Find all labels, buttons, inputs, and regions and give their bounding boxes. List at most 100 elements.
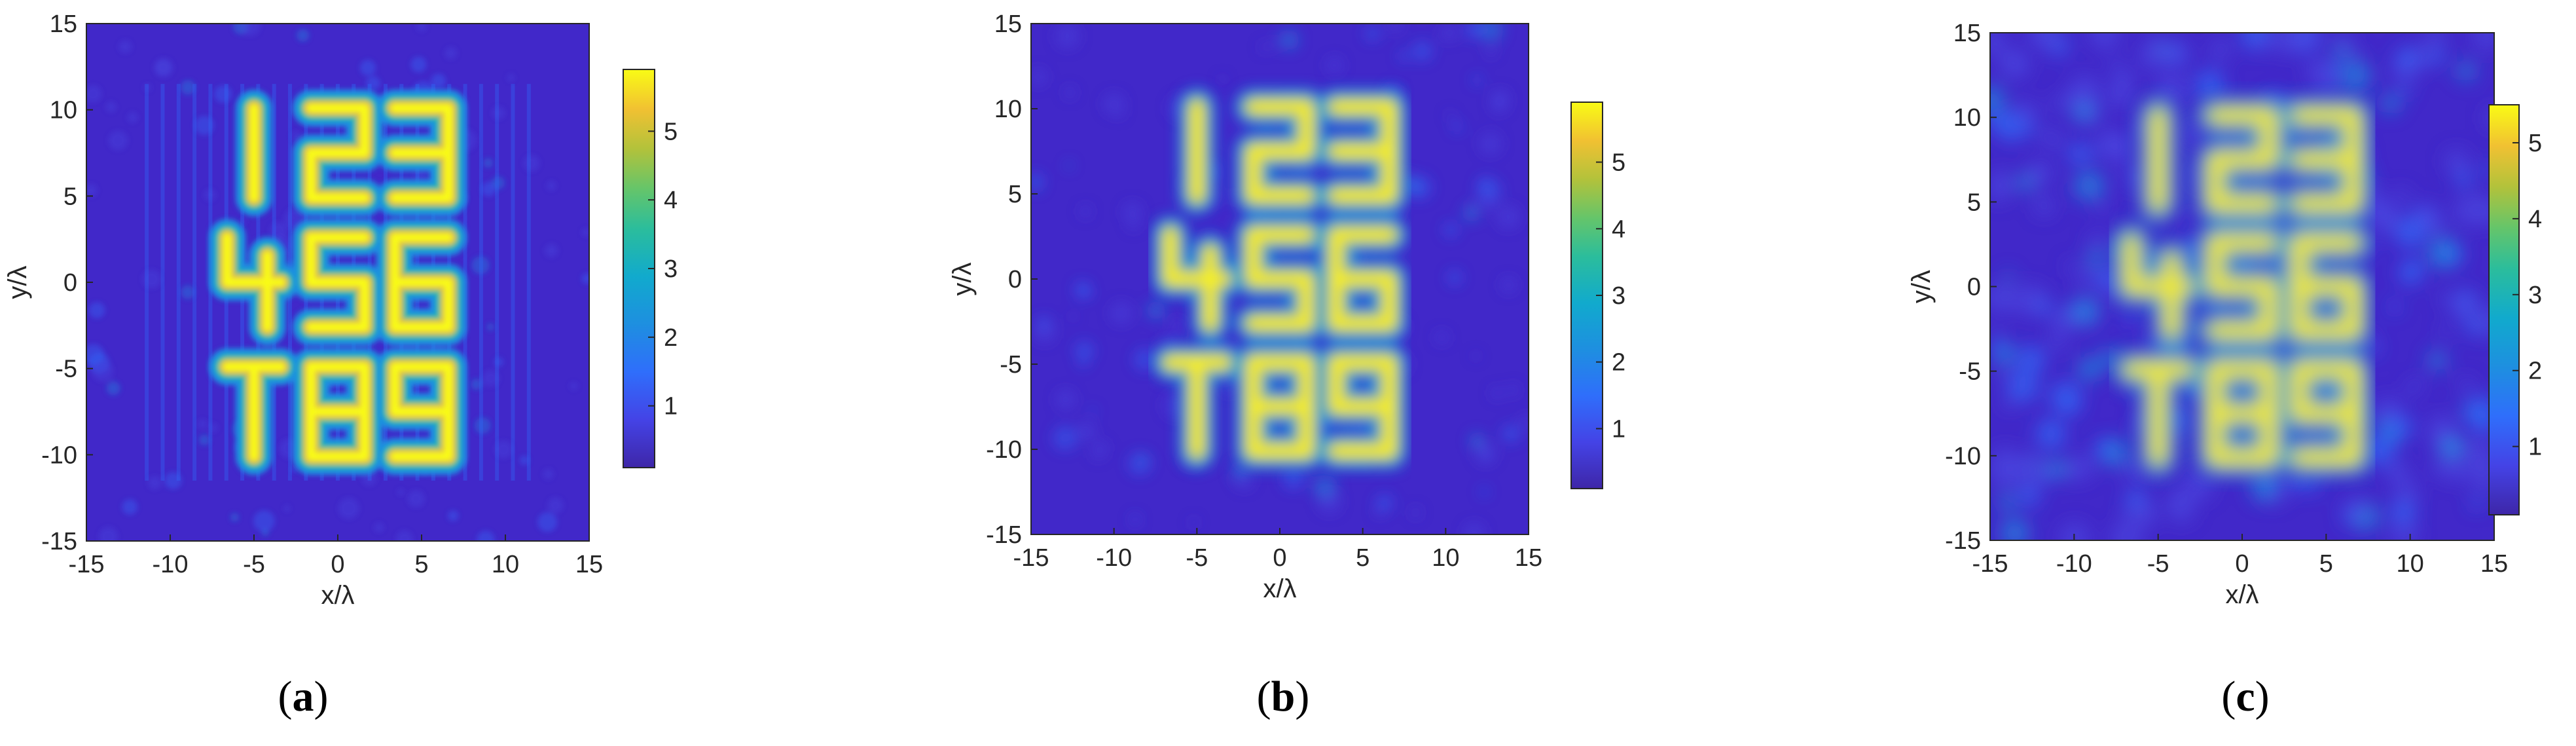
y-tick-label: 15 — [1953, 20, 1981, 47]
digit-4 — [208, 219, 300, 346]
colorbar-tick-label: 1 — [1612, 415, 1625, 443]
colorbar-tick-label: 5 — [664, 118, 678, 145]
x-tick-label: 0 — [331, 551, 344, 578]
y-tick-label: 5 — [63, 183, 77, 210]
digit-4 — [2113, 224, 2204, 349]
y-tick-label: -10 — [41, 441, 77, 469]
x-tick-label: 15 — [575, 551, 603, 578]
colorbar-tick-label: 3 — [1612, 282, 1625, 310]
heatmap-panel-a: -15 -10 -5 0 5 10 15 -15 -10 -5 0 5 10 15 x/λ y/λ 1 2 3 4 5 (… — [3, 10, 678, 720]
x-tick-label: -5 — [2147, 550, 2169, 578]
digit-5 — [292, 219, 384, 346]
y-tick-label: 0 — [1008, 266, 1022, 293]
panel-caption: (b) — [1257, 673, 1310, 720]
colorbar-tick-label: 2 — [664, 324, 678, 352]
digit-5 — [1235, 216, 1325, 342]
heatmap-panel-b: -15 -10 -5 0 5 10 15 -15 -10 -5 0 5 10 15 x/λ y/λ 1 2 3 4 5 (… — [948, 10, 1625, 720]
colorbar-tick-label: 4 — [1612, 215, 1625, 243]
x-tick-label: 5 — [2319, 550, 2333, 578]
colorbar-tick-label: 5 — [1612, 149, 1625, 177]
digit-8 — [1235, 344, 1325, 470]
digit-6 — [2281, 224, 2372, 349]
y-tick-label: 0 — [1967, 274, 1981, 301]
digit-9 — [2281, 350, 2372, 476]
y-tick-label: 15 — [994, 10, 1022, 38]
panel-caption: (a) — [278, 673, 329, 720]
digit-2 — [2196, 97, 2288, 223]
x-tick-label: 0 — [1273, 544, 1286, 572]
heatmap-image — [1031, 24, 1529, 534]
digit-4 — [1152, 216, 1242, 342]
x-tick-label: 5 — [414, 551, 428, 578]
heatmap-digits — [1152, 88, 1408, 470]
x-tick-label: 15 — [1515, 544, 1542, 572]
x-tick-label: -15 — [1013, 544, 1049, 572]
digit-7 — [1152, 344, 1242, 470]
digit-3 — [376, 89, 467, 217]
digit-3 — [2281, 97, 2372, 223]
x-tick-label: 10 — [492, 551, 519, 578]
y-tick-label: 5 — [1008, 181, 1022, 208]
digit-7 — [208, 348, 300, 476]
y-tick-label: -5 — [1959, 358, 1981, 386]
heatmap-image — [1990, 33, 2494, 540]
y-axis-label: y/λ — [948, 262, 977, 295]
colorbar-tick-label: 4 — [2528, 206, 2542, 233]
colorbar-tick-label: 1 — [2528, 434, 2542, 461]
x-tick-label: -15 — [69, 551, 105, 578]
y-tick-label: -15 — [41, 528, 77, 555]
x-tick-label: 10 — [2397, 550, 2424, 578]
colorbar-tick-label: 5 — [2528, 130, 2542, 157]
digit-2 — [1235, 88, 1325, 214]
y-tick-label: 5 — [1967, 189, 1981, 216]
heatmap-image — [86, 24, 589, 541]
digit-9 — [376, 348, 467, 476]
x-tick-label: -10 — [1096, 544, 1132, 572]
heatmap-digits — [208, 89, 467, 476]
colorbar-tick-label: 2 — [1612, 349, 1625, 377]
colorbar-tick-label: 4 — [664, 187, 678, 214]
digit-8 — [2196, 350, 2288, 476]
y-tick-label: -15 — [1945, 527, 1981, 555]
y-tick-label: 15 — [50, 10, 77, 38]
y-tick-label: 10 — [50, 97, 77, 124]
digit-7 — [2113, 350, 2204, 476]
digit-8 — [292, 348, 384, 476]
x-axis-label: x/λ — [1263, 574, 1296, 603]
digit-9 — [1318, 344, 1408, 470]
heatmap-noise — [1990, 33, 2494, 540]
y-axis-label: y/λ — [3, 265, 32, 299]
y-tick-label: -5 — [1000, 351, 1022, 379]
x-axis-label: x/λ — [321, 581, 354, 610]
x-tick-label: 0 — [2235, 550, 2249, 578]
y-tick-label: -10 — [986, 436, 1022, 464]
digit-2 — [292, 89, 384, 217]
y-tick-label: -15 — [986, 521, 1022, 549]
y-tick-label: -10 — [1945, 443, 1981, 470]
y-tick-label: -5 — [55, 356, 77, 383]
y-axis-label: y/λ — [1907, 270, 1936, 303]
heatmap-digits — [2113, 97, 2372, 476]
colorbar-frame — [2488, 104, 2520, 515]
colorbar-tick-label: 2 — [2528, 358, 2542, 385]
digit-6 — [376, 219, 467, 346]
x-tick-label: 10 — [1432, 544, 1459, 572]
x-axis-label: x/λ — [2225, 580, 2259, 609]
x-tick-label: 15 — [2480, 550, 2508, 578]
y-tick-label: 10 — [1953, 104, 1981, 132]
x-tick-label: 5 — [1356, 544, 1370, 572]
colorbar-tick-label: 3 — [664, 255, 678, 283]
heatmap-panel-c: -15 -10 -5 0 5 10 15 -15 -10 -5 0 5 10 15 x/λ y/λ 1 2 3 4 5 (… — [1907, 20, 2542, 720]
digit-6 — [1318, 216, 1408, 342]
colorbar-tick-label: 3 — [2528, 282, 2542, 309]
panel-caption: (c) — [2221, 673, 2269, 720]
x-tick-label: -10 — [153, 551, 189, 578]
y-tick-label: 10 — [994, 96, 1022, 123]
digit-3 — [1318, 88, 1408, 214]
y-tick-label: 0 — [63, 269, 77, 297]
colorbar-tick-label: 1 — [664, 393, 678, 420]
x-tick-label: -15 — [1972, 550, 2008, 578]
x-tick-label: -5 — [243, 551, 265, 578]
colorbar — [2489, 105, 2519, 515]
